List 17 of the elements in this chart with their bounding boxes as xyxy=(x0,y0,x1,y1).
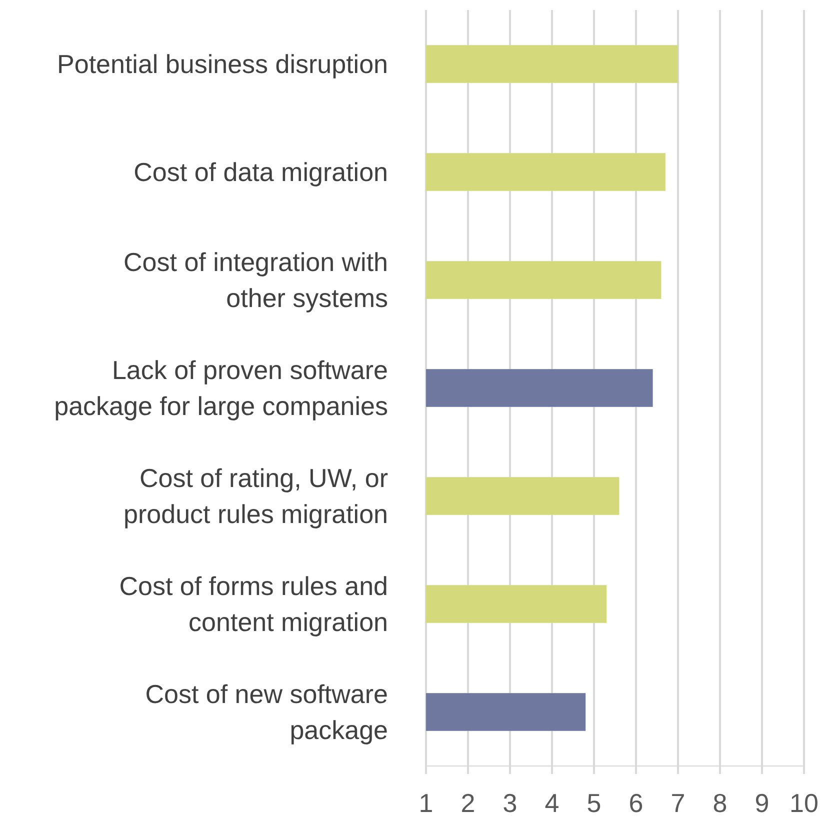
x-tick-label: 4 xyxy=(544,788,560,818)
y-tick-label: Cost of integration with other systems xyxy=(124,247,388,313)
x-tick-label: 10 xyxy=(790,788,818,818)
x-tick-label: 1 xyxy=(418,788,434,818)
x-tick-label: 2 xyxy=(460,788,476,818)
x-tick-label: 6 xyxy=(628,788,644,818)
y-tick-label: Cost of forms rules and content migration xyxy=(119,571,388,637)
x-tick-label: 3 xyxy=(502,788,518,818)
y-tick-label: Cost of data migration xyxy=(134,157,388,187)
y-tick-label: Cost of new software package xyxy=(145,679,388,745)
y-tick-label: Lack of proven software package for large companies xyxy=(54,355,388,421)
x-tick-label: 7 xyxy=(670,788,686,818)
x-tick-label: 8 xyxy=(712,788,728,818)
x-tick-label: 9 xyxy=(754,788,770,818)
x-tick-label: 5 xyxy=(586,788,602,818)
y-tick-label: Cost of rating, UW, or product rules migration xyxy=(124,463,388,529)
y-tick-label: Potential business disruption xyxy=(57,49,388,79)
